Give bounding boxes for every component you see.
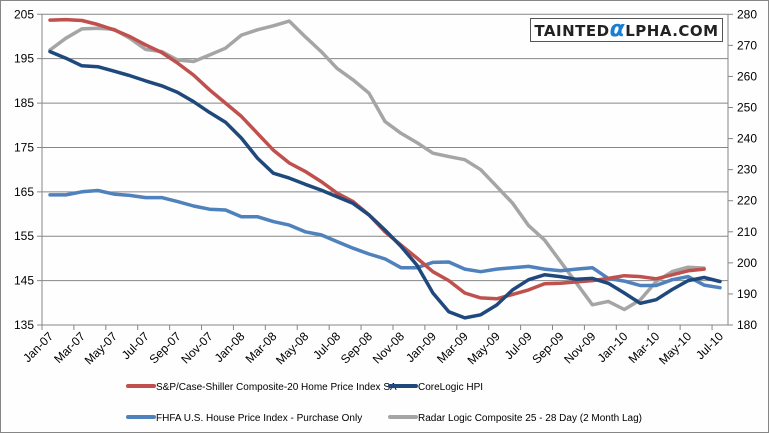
x-tick-label: Nov-09 <box>561 329 598 366</box>
x-tick-label: Sep-09 <box>529 329 566 366</box>
x-tick-label: Nov-08 <box>370 329 407 366</box>
y-left-tick-label: 175 <box>14 140 34 154</box>
y-left-tick-label: 155 <box>14 229 34 243</box>
y-right-tick-label: 200 <box>737 256 757 270</box>
x-tick-label: Mar-09 <box>434 329 471 366</box>
y-right-tick-label: 230 <box>737 163 757 177</box>
y-right-tick-label: 220 <box>737 194 757 208</box>
y-right-tick-label: 270 <box>737 38 757 52</box>
y-right-tick-label: 240 <box>737 132 757 146</box>
legend-label-3: Radar Logic Composite 25 - 28 Day (2 Mon… <box>418 413 642 424</box>
x-tick-label: Nov-07 <box>178 329 215 366</box>
x-tick-label: Jul-10 <box>693 329 726 362</box>
x-tick-label: Mar-08 <box>243 329 280 366</box>
y-right-tick-label: 250 <box>737 101 757 115</box>
x-tick-label: May-07 <box>82 329 120 367</box>
legend-label-0: S&P/Case-Shiller Composite-20 Home Price… <box>156 382 397 393</box>
y-left-tick-label: 145 <box>14 274 34 288</box>
legend-label-2: FHFA U.S. House Price Index - Purchase O… <box>156 413 362 424</box>
x-tick-label: May-10 <box>656 329 694 367</box>
x-tick-label: Sep-08 <box>338 329 375 366</box>
legend-label-1: CoreLogic HPI <box>418 382 483 393</box>
y-right-tick-label: 280 <box>737 7 757 21</box>
x-tick-label: Jan-10 <box>595 329 631 365</box>
series-line-2 <box>48 188 722 290</box>
y-left-tick-label: 165 <box>14 185 34 199</box>
y-left-tick-label: 185 <box>14 96 34 110</box>
series-line-1 <box>48 49 722 320</box>
y-right-tick-label: 210 <box>737 225 757 239</box>
y-right-tick-label: 260 <box>737 69 757 83</box>
y-left-tick-label: 205 <box>14 7 34 21</box>
y-right-tick-label: 180 <box>737 318 757 332</box>
x-tick-label: Jan-07 <box>20 329 56 365</box>
logo-text-post: LPHA.COM <box>625 22 719 40</box>
x-tick-label: May-08 <box>273 329 311 367</box>
series-line-3 <box>48 19 706 312</box>
x-tick-label: Sep-07 <box>146 329 183 366</box>
logo-text-pre: TAINTED <box>534 22 610 40</box>
y-left-tick-label: 135 <box>14 318 34 332</box>
x-tick-label: Jan-08 <box>212 329 248 365</box>
logo-alpha: α <box>609 17 626 42</box>
x-tick-label: Jan-09 <box>403 329 439 365</box>
y-right-tick-label: 190 <box>737 287 757 301</box>
x-tick-label: Mar-10 <box>626 329 663 366</box>
x-tick-label: Mar-07 <box>51 329 88 366</box>
x-tick-label: May-09 <box>465 329 503 367</box>
y-left-tick-label: 195 <box>14 52 34 66</box>
taintedalpha-logo: TAINTEDαLPHA.COM <box>530 18 723 42</box>
